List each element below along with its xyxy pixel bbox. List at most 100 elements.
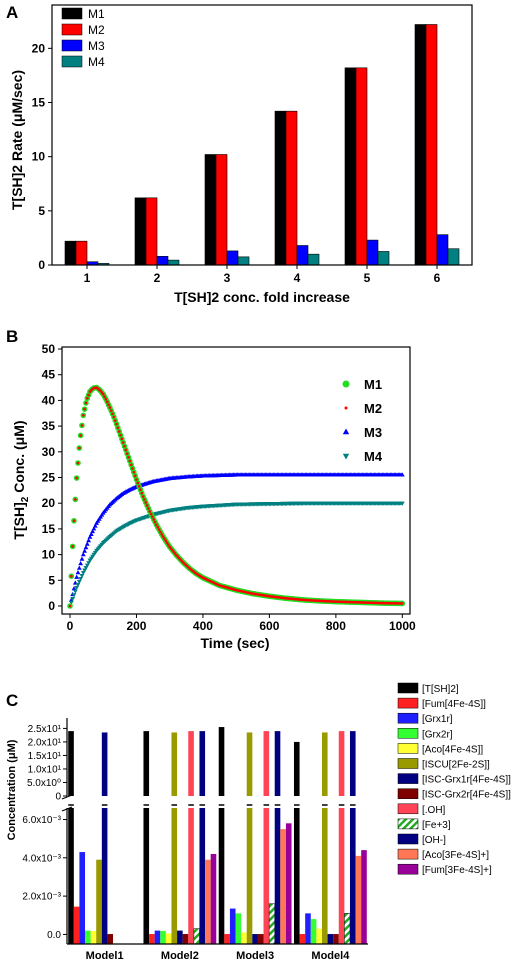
bar-model2-5-upper xyxy=(171,732,178,796)
x-tick-label: 4 xyxy=(294,271,301,285)
y-tick-label: 0.0 xyxy=(47,930,61,941)
series-m4 xyxy=(67,501,405,609)
data-point xyxy=(68,600,74,605)
bar-model2-8-lower xyxy=(188,808,194,944)
bar-model4-8-upper xyxy=(338,731,345,796)
bar-m1-3 xyxy=(204,154,217,266)
x-tick-label: 200 xyxy=(126,619,146,633)
bar-model4-9 xyxy=(344,913,351,945)
data-point xyxy=(401,602,404,605)
legend-label: [OH-] xyxy=(422,835,446,846)
bar-m3-2 xyxy=(156,256,169,266)
bar-m4-3 xyxy=(237,256,250,266)
bar-m2-6 xyxy=(425,24,438,266)
x-tick-label: 400 xyxy=(193,619,213,633)
data-point xyxy=(78,576,84,582)
bar-model4-7 xyxy=(333,934,339,944)
legend-label: [Aco[3Fe-4S]+] xyxy=(422,850,489,861)
data-point xyxy=(399,472,405,477)
data-point xyxy=(80,552,86,557)
bar-model2-1 xyxy=(149,934,155,944)
bar-m4-6 xyxy=(447,248,460,266)
data-point xyxy=(160,532,164,536)
legend-label: M4 xyxy=(88,55,105,69)
bar-model3-0-upper xyxy=(218,727,225,796)
data-point xyxy=(113,419,117,422)
legend-label: [.OH] xyxy=(422,805,446,816)
data-point xyxy=(76,461,80,465)
bar-m1-2 xyxy=(134,197,147,266)
bar-model1-0-lower xyxy=(68,808,74,944)
data-point xyxy=(79,573,85,579)
bar-model1-6-upper xyxy=(101,732,108,796)
legend-swatch xyxy=(397,758,419,769)
y-axis-label-main: T[SH] xyxy=(11,502,27,539)
bar-model3-0-lower xyxy=(218,808,225,944)
bar-m2-4 xyxy=(285,110,298,266)
legend-swatch xyxy=(397,863,419,875)
data-point xyxy=(151,515,154,519)
bar-model4-5-lower xyxy=(321,808,328,944)
data-point xyxy=(155,523,158,527)
data-point xyxy=(399,501,405,506)
data-point xyxy=(107,403,110,407)
data-point xyxy=(157,528,161,531)
data-point xyxy=(140,491,144,495)
data-point xyxy=(104,397,108,401)
bar-model3-4 xyxy=(241,932,247,944)
y-tick-label: 30 xyxy=(42,445,56,459)
bar-m4-4 xyxy=(307,253,320,266)
y-tick-label: 0 xyxy=(48,599,55,613)
data-point xyxy=(83,545,89,550)
x-tick-label: 1 xyxy=(84,271,91,285)
data-point xyxy=(71,586,77,591)
legend-label: M1 xyxy=(364,377,382,392)
y-tick-label: 40 xyxy=(42,393,56,407)
chart-panel-a: A T[SH]2 Rate (μM/sec) T[SH]2 conc. fold… xyxy=(6,3,473,305)
bar-model4-11 xyxy=(355,855,362,944)
data-point xyxy=(111,412,114,416)
legend-swatch xyxy=(397,848,419,860)
data-point xyxy=(91,526,97,531)
bar-model3-9 xyxy=(268,903,275,945)
bar-m1-5 xyxy=(344,67,357,266)
legend-swatch xyxy=(397,682,419,694)
x-tick-label: 2 xyxy=(154,271,161,285)
data-point xyxy=(132,470,136,474)
y-tick-label: 4.0x10⁻³ xyxy=(22,853,61,864)
panel-label-a: A xyxy=(6,3,18,22)
legend-label: [Aco[4Fe-4S]] xyxy=(422,744,483,755)
bar-model4-6 xyxy=(327,934,334,944)
data-point xyxy=(105,400,109,404)
y-axis-label: T[SH]2 Conc. (μM) xyxy=(11,420,31,539)
data-point xyxy=(141,495,145,498)
legend-swatch xyxy=(397,803,419,815)
bar-model3-6 xyxy=(252,934,258,944)
data-point xyxy=(79,556,85,561)
legend-label: M2 xyxy=(364,401,382,416)
data-point xyxy=(87,393,90,397)
y-axis-label-rest: Conc. (μM) xyxy=(11,420,27,496)
data-point xyxy=(78,446,81,450)
y-tick-label: 45 xyxy=(42,368,56,382)
data-point xyxy=(117,430,121,433)
legend-label: [T[SH]2] xyxy=(422,684,459,695)
bar-model4-5-upper xyxy=(321,732,328,796)
x-tick-label: Model3 xyxy=(236,950,274,962)
x-tick-label: 6 xyxy=(434,271,441,285)
data-point xyxy=(163,537,166,540)
y-tick-label: 10 xyxy=(42,548,56,562)
series-m2 xyxy=(68,386,404,608)
data-point xyxy=(81,414,85,417)
data-point xyxy=(127,456,130,459)
bar-model1-3 xyxy=(85,930,91,944)
bar-model3-8-lower xyxy=(263,808,270,944)
legend-swatch xyxy=(61,55,83,68)
data-point xyxy=(129,463,133,467)
y-tick-label: 20 xyxy=(32,41,46,55)
data-point xyxy=(128,459,132,463)
legend-swatch xyxy=(61,39,83,52)
bar-model3-5-lower xyxy=(246,808,253,944)
data-point xyxy=(164,539,168,543)
bar-model2-10-upper xyxy=(199,731,206,796)
